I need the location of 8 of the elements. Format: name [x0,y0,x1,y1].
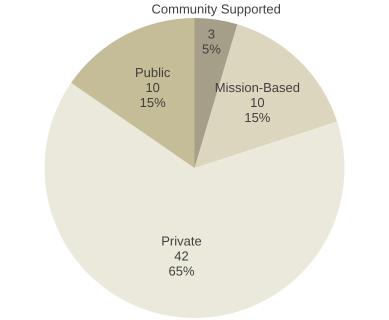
slice-label: Public [134,64,171,80]
data-label: 10 15% [244,95,271,126]
slice-label: Mission-Based [214,80,300,96]
slice-label: Private [161,234,202,249]
data-label: 42 65% [168,248,195,279]
slice-label: Community Supported [152,2,281,17]
data-label: 3 5% [202,26,222,56]
data-label: 10 15% [140,80,166,110]
